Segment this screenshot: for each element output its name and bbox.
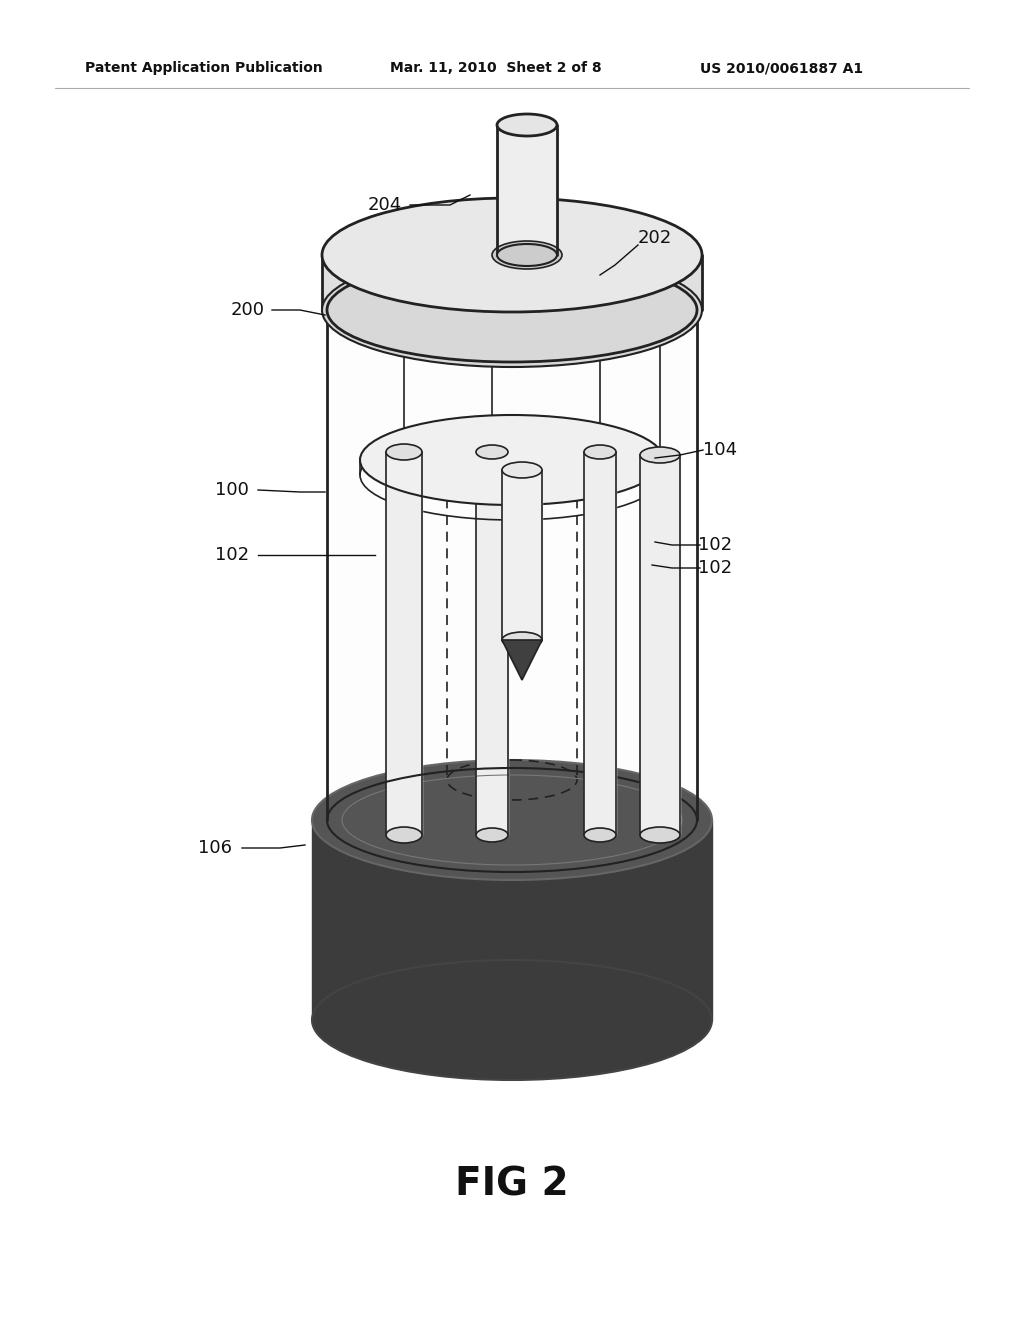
Polygon shape xyxy=(327,310,697,820)
Ellipse shape xyxy=(497,244,557,267)
Ellipse shape xyxy=(497,114,557,136)
Polygon shape xyxy=(502,470,542,640)
Polygon shape xyxy=(476,451,508,836)
Polygon shape xyxy=(312,820,712,1020)
Polygon shape xyxy=(584,451,616,836)
Ellipse shape xyxy=(312,960,712,1080)
Ellipse shape xyxy=(322,198,702,312)
Text: 102: 102 xyxy=(698,536,732,554)
Text: 102: 102 xyxy=(698,558,732,577)
Text: 100: 100 xyxy=(215,480,249,499)
Ellipse shape xyxy=(640,447,680,463)
Polygon shape xyxy=(502,640,542,680)
Ellipse shape xyxy=(640,828,680,843)
Ellipse shape xyxy=(476,445,508,459)
Ellipse shape xyxy=(386,444,422,459)
Ellipse shape xyxy=(312,760,712,880)
Ellipse shape xyxy=(502,462,542,478)
Ellipse shape xyxy=(492,242,562,269)
Text: FIG 2: FIG 2 xyxy=(456,1166,568,1204)
Ellipse shape xyxy=(502,632,542,648)
Text: 106: 106 xyxy=(198,840,232,857)
Text: Mar. 11, 2010  Sheet 2 of 8: Mar. 11, 2010 Sheet 2 of 8 xyxy=(390,61,602,75)
Polygon shape xyxy=(322,255,702,310)
Text: 202: 202 xyxy=(638,228,672,247)
Polygon shape xyxy=(497,125,557,255)
Text: 200: 200 xyxy=(231,301,265,319)
Text: 104: 104 xyxy=(702,441,737,459)
Text: Patent Application Publication: Patent Application Publication xyxy=(85,61,323,75)
Ellipse shape xyxy=(386,828,422,843)
Text: 204: 204 xyxy=(368,195,402,214)
Text: 102: 102 xyxy=(215,546,249,564)
Ellipse shape xyxy=(476,828,508,842)
Text: US 2010/0061887 A1: US 2010/0061887 A1 xyxy=(700,61,863,75)
Ellipse shape xyxy=(322,253,702,367)
Polygon shape xyxy=(640,455,680,836)
Polygon shape xyxy=(386,451,422,836)
Ellipse shape xyxy=(584,445,616,459)
Ellipse shape xyxy=(584,828,616,842)
Ellipse shape xyxy=(360,414,664,506)
